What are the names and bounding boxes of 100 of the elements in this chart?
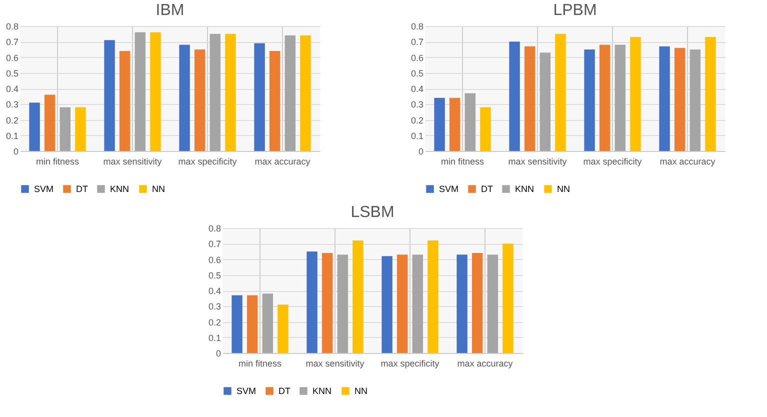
y-tick-label: 0.4 — [410, 84, 424, 94]
bar — [524, 46, 536, 151]
x-tick-label: max accuracy — [660, 156, 716, 166]
bar — [262, 294, 274, 353]
bar — [705, 36, 716, 151]
bar — [194, 49, 206, 151]
bar — [630, 36, 641, 151]
bar — [278, 304, 288, 353]
y-tick-label: 0.1 — [6, 130, 18, 141]
bar — [509, 42, 520, 151]
bar — [464, 93, 476, 151]
y-tick-label: 0 — [13, 146, 18, 156]
y-tick-label: 0.6 — [6, 52, 18, 63]
y-tick-label: 0.4 — [208, 286, 221, 296]
legend-label: DT — [481, 184, 494, 194]
y-tick-label: 0.3 — [208, 302, 221, 312]
bar — [674, 48, 686, 151]
bar — [449, 98, 460, 151]
bar — [322, 253, 333, 353]
y-tick-label: 0.6 — [410, 52, 424, 63]
legend-label: NN — [557, 184, 570, 194]
bar — [599, 44, 610, 151]
x-tick-label: max sensitivity — [103, 156, 162, 166]
y-tick-label: 0.3 — [410, 100, 424, 110]
x-tick-label: min fitness — [440, 156, 485, 166]
x-tick-label: max accuracy — [254, 156, 311, 166]
bar — [232, 295, 242, 353]
y-tick-label: 0 — [418, 146, 424, 156]
bar — [584, 49, 595, 151]
y-tick-label: 0.2 — [208, 317, 221, 328]
bar — [337, 254, 348, 353]
bar — [179, 44, 190, 151]
y-tick-label: 0.8 — [208, 224, 221, 234]
y-tick-label: 0.5 — [6, 68, 18, 78]
y-tick-label: 0.4 — [6, 84, 18, 94]
bar — [352, 240, 364, 353]
chart-title: LPBM — [553, 2, 597, 19]
chart-title: LSBM — [350, 204, 394, 221]
bar — [75, 107, 86, 151]
y-tick-label: 0.7 — [208, 239, 221, 250]
y-tick-label: 0.7 — [410, 37, 424, 48]
y-tick-label: 0.1 — [410, 130, 424, 141]
x-tick-label: max specificity — [583, 156, 642, 166]
bar — [210, 34, 221, 151]
y-tick-label: 0.2 — [6, 115, 18, 126]
bar — [396, 254, 408, 353]
y-tick-label: 0.6 — [208, 254, 221, 265]
y-tick-label: 0.8 — [410, 22, 424, 32]
bar — [428, 240, 438, 353]
bar — [119, 51, 130, 151]
bar — [434, 98, 445, 151]
chart-title: IBM — [156, 2, 184, 19]
y-tick-label: 0.3 — [6, 100, 18, 110]
x-tick-label: min fitness — [36, 156, 80, 166]
bar — [44, 94, 56, 151]
legend-label: KNN — [312, 386, 332, 396]
bar — [300, 35, 311, 151]
bar — [480, 107, 491, 151]
bar — [614, 44, 626, 151]
legend-label: SVM — [236, 386, 256, 396]
legend-label: NN — [152, 184, 165, 194]
bar — [382, 256, 392, 353]
y-tick-label: 0.5 — [410, 68, 424, 78]
bar — [472, 253, 483, 353]
bar — [60, 107, 71, 151]
x-tick-label: max specificity — [380, 358, 440, 368]
y-tick-label: 0 — [216, 348, 221, 358]
bar — [134, 32, 146, 151]
legend-label: DT — [278, 386, 291, 396]
bar — [555, 34, 566, 151]
bar — [225, 34, 236, 151]
bar — [29, 102, 40, 151]
legend-label: KNN — [110, 184, 130, 194]
legend-label: SVM — [439, 184, 459, 194]
bar — [487, 254, 498, 353]
bar — [456, 254, 468, 353]
y-tick-label: 0.2 — [410, 115, 424, 126]
legend-label: NN — [354, 386, 368, 396]
y-tick-label: 0.8 — [6, 22, 18, 32]
bar — [246, 295, 258, 353]
bar — [284, 35, 296, 151]
x-tick-label: max accuracy — [457, 358, 514, 368]
y-tick-label: 0.1 — [208, 332, 221, 343]
x-tick-label: min fitness — [238, 358, 282, 368]
bar — [269, 51, 280, 151]
legend-label: DT — [76, 184, 88, 194]
x-tick-label: max sensitivity — [306, 358, 365, 368]
legend-label: KNN — [515, 184, 534, 194]
bar — [502, 244, 514, 353]
bar — [104, 40, 115, 151]
bar — [412, 254, 424, 353]
bar — [690, 49, 701, 151]
bar — [254, 43, 265, 151]
bar — [659, 46, 670, 151]
x-tick-label: max specificity — [178, 156, 238, 166]
y-tick-label: 0.7 — [6, 37, 18, 48]
legend-label: SVM — [34, 184, 54, 194]
y-tick-label: 0.5 — [208, 270, 221, 280]
bar — [306, 251, 318, 353]
bar — [540, 52, 551, 151]
